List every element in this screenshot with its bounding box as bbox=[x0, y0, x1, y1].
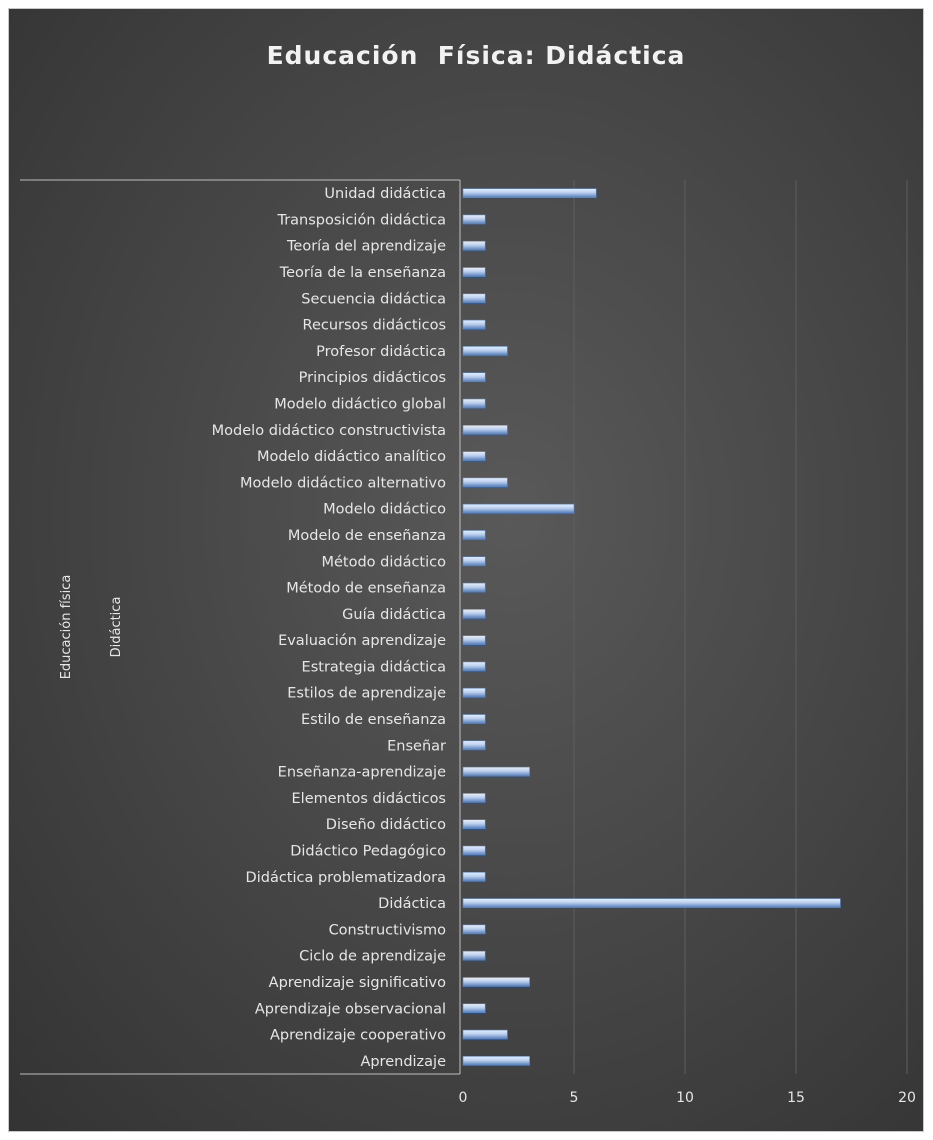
category-label: Estrategia didáctica bbox=[302, 659, 446, 675]
category-label: Elementos didácticos bbox=[292, 791, 446, 807]
grid bbox=[573, 180, 908, 1074]
group-label-outer: Educación física bbox=[59, 575, 74, 680]
category-label: Unidad didáctica bbox=[324, 186, 446, 202]
category-label: Didáctico Pedagógico bbox=[290, 844, 446, 860]
bar bbox=[462, 977, 530, 987]
category-label: Modelo didáctico analítico bbox=[257, 449, 446, 465]
bar bbox=[462, 346, 508, 356]
bar bbox=[462, 845, 486, 856]
bar bbox=[462, 530, 486, 540]
category-label: Ciclo de aprendizaje bbox=[299, 949, 446, 965]
bar bbox=[462, 687, 486, 698]
category-label: Modelo didáctico bbox=[323, 502, 446, 518]
bar bbox=[462, 898, 841, 908]
category-label: Aprendizaje bbox=[360, 1054, 446, 1070]
x-tick-label: 5 bbox=[570, 1090, 579, 1106]
category-label: Modelo de enseñanza bbox=[288, 528, 446, 544]
group-label-inner: Didáctica bbox=[109, 597, 124, 658]
category-label: Profesor didáctica bbox=[316, 344, 446, 360]
category-label: Diseño didáctico bbox=[326, 817, 446, 833]
bar bbox=[462, 766, 530, 777]
bar bbox=[462, 240, 486, 251]
x-tick-label: 20 bbox=[898, 1090, 916, 1106]
bar bbox=[462, 477, 508, 488]
category-label: Modelo didáctico alternativo bbox=[240, 475, 446, 491]
bars bbox=[462, 188, 841, 1066]
bar bbox=[462, 503, 575, 514]
bar bbox=[462, 556, 486, 567]
bar bbox=[462, 319, 486, 330]
category-label: Guía didáctica bbox=[342, 607, 446, 623]
bar bbox=[462, 950, 486, 961]
category-label: Método didáctico bbox=[321, 554, 446, 570]
bar bbox=[462, 924, 486, 935]
category-label: Estilo de enseñanza bbox=[301, 712, 446, 728]
chart-title: Educación Física: Didáctica bbox=[267, 41, 686, 70]
category-label: Teoría de la enseñanza bbox=[279, 265, 446, 281]
bar bbox=[462, 1003, 486, 1014]
category-label: Evaluación aprendizaje bbox=[278, 633, 446, 649]
bar bbox=[462, 871, 486, 882]
bar bbox=[462, 214, 486, 225]
x-tick-labels: 0 5 10 15 20 bbox=[459, 1090, 916, 1106]
category-label: Didáctica bbox=[378, 896, 446, 912]
category-label: Aprendizaje cooperativo bbox=[270, 1028, 446, 1044]
bar bbox=[462, 398, 486, 409]
category-label: Teoría del aprendizaje bbox=[286, 239, 446, 255]
bar bbox=[462, 1029, 508, 1040]
bar bbox=[462, 582, 486, 593]
bar bbox=[462, 372, 486, 383]
category-label: Secuencia didáctica bbox=[301, 291, 446, 307]
bar bbox=[462, 714, 486, 724]
bar bbox=[462, 819, 486, 830]
category-axis: Educación física Didáctica bbox=[20, 179, 461, 1075]
category-label: Enseñanza-aprendizaje bbox=[278, 765, 446, 781]
category-label: Estilos de aprendizaje bbox=[287, 686, 446, 702]
bar bbox=[462, 661, 486, 672]
x-tick-label: 0 bbox=[459, 1090, 468, 1106]
bar bbox=[462, 609, 486, 619]
bar bbox=[462, 793, 486, 803]
x-tick-label: 15 bbox=[787, 1090, 805, 1106]
category-label: Modelo didáctico global bbox=[274, 397, 446, 413]
category-label: Aprendizaje significativo bbox=[269, 975, 446, 991]
bar bbox=[462, 293, 486, 304]
category-label: Enseñar bbox=[387, 738, 446, 754]
category-label: Método de enseñanza bbox=[286, 581, 446, 597]
category-label: Aprendizaje observacional bbox=[255, 1001, 446, 1017]
x-tick-label: 10 bbox=[676, 1090, 694, 1106]
category-label: Modelo didáctico constructivista bbox=[212, 423, 446, 439]
category-label: Constructivismo bbox=[329, 922, 447, 938]
bar bbox=[462, 451, 486, 461]
bar bbox=[462, 1056, 530, 1066]
bar bbox=[462, 267, 486, 277]
category-label: Didáctica problematizadora bbox=[246, 870, 446, 886]
category-labels: Unidad didáctica Transposición didáctica T… bbox=[212, 186, 446, 1070]
category-label: Recursos didácticos bbox=[303, 318, 446, 334]
category-label: Transposición didáctica bbox=[276, 212, 446, 228]
category-label: Principios didácticos bbox=[299, 370, 446, 386]
bar bbox=[462, 635, 486, 645]
bar bbox=[462, 740, 486, 751]
bar bbox=[462, 424, 508, 435]
bar bbox=[462, 188, 597, 198]
